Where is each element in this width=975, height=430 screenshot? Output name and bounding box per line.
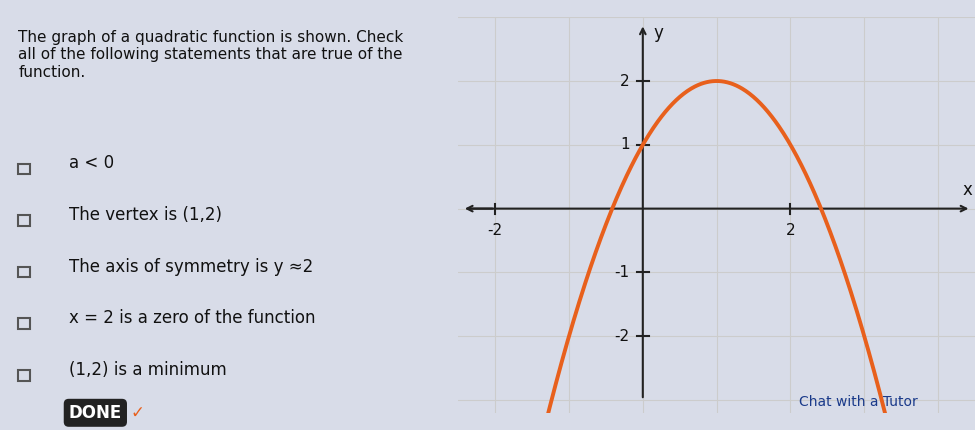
- Text: 2: 2: [786, 223, 796, 238]
- Text: 2: 2: [620, 74, 630, 89]
- Text: The graph of a quadratic function is shown. Check
all of the following statement: The graph of a quadratic function is sho…: [19, 30, 404, 80]
- Text: -1: -1: [614, 265, 630, 280]
- Bar: [19, 267, 29, 277]
- Text: The axis of symmetry is y ≈2: The axis of symmetry is y ≈2: [68, 258, 313, 276]
- Text: x = 2 is a zero of the function: x = 2 is a zero of the function: [68, 309, 315, 327]
- Text: The vertex is (1,2): The vertex is (1,2): [68, 206, 221, 224]
- Text: -2: -2: [614, 329, 630, 344]
- Text: x: x: [962, 181, 972, 199]
- Text: ✓: ✓: [131, 404, 144, 422]
- Text: DONE: DONE: [68, 404, 122, 422]
- Text: 1: 1: [620, 137, 630, 152]
- Bar: [19, 163, 29, 174]
- Text: a < 0: a < 0: [68, 154, 114, 172]
- Text: (1,2) is a minimum: (1,2) is a minimum: [68, 361, 226, 379]
- Text: Chat with a Tutor: Chat with a Tutor: [799, 394, 917, 408]
- Bar: [19, 215, 29, 226]
- Text: y: y: [654, 24, 664, 42]
- Bar: [19, 370, 29, 381]
- Bar: [19, 318, 29, 329]
- Text: -2: -2: [488, 223, 503, 238]
